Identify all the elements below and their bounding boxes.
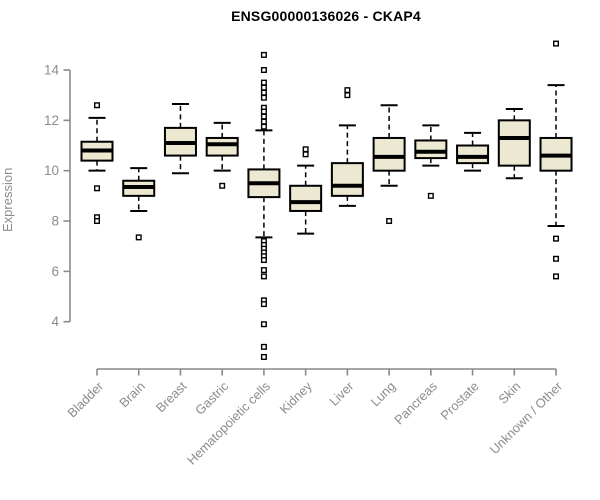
outlier-hematopoietic-cells <box>260 94 267 101</box>
outlier-brain <box>135 234 142 241</box>
box-prostate <box>456 144 490 165</box>
x-tick-label-breast: Breast <box>153 378 190 415</box>
outlier-hematopoietic-cells <box>260 51 267 58</box>
box-skin <box>497 119 531 167</box>
outlier-hematopoietic-cells <box>260 84 267 91</box>
x-tick-label-gastric: Gastric <box>192 378 232 418</box>
y-tick-label: 14 <box>44 63 60 78</box>
x-tick-label-lung: Lung <box>367 379 398 410</box>
outlier-hematopoietic-cells <box>260 267 267 274</box>
x-tick-label-liver: Liver <box>326 378 357 409</box>
outlier-hematopoietic-cells <box>260 353 267 360</box>
x-tick-label-bladder: Bladder <box>64 378 106 420</box>
outlier-hematopoietic-cells <box>260 257 267 264</box>
box-gastric <box>205 136 239 157</box>
outlier-pancreas <box>427 192 434 199</box>
y-tick-label: 6 <box>51 264 59 279</box>
box-kidney <box>289 184 323 212</box>
outlier-lung <box>386 218 393 225</box>
outlier-bladder <box>93 218 100 225</box>
outlier-hematopoietic-cells <box>260 273 267 280</box>
outlier-hematopoietic-cells <box>260 108 267 115</box>
x-tick-label-skin: Skin <box>495 379 523 407</box>
outlier-kidney <box>302 146 309 153</box>
y-tick-label: 8 <box>51 214 59 229</box>
y-tick-label: 4 <box>51 314 59 329</box>
outlier-hematopoietic-cells <box>260 113 267 120</box>
box-liver <box>330 162 364 197</box>
chart-title: ENSG00000136026 - CKAP4 <box>231 8 421 24</box>
outlier-hematopoietic-cells <box>260 66 267 73</box>
x-tick-label-brain: Brain <box>116 379 148 411</box>
y-tick-label: 10 <box>44 163 59 178</box>
x-tick-label-unknown-other: Unknown / Other <box>487 378 566 457</box>
x-tick-label-pancreas: Pancreas <box>391 379 440 428</box>
outlier-kidney <box>302 151 309 158</box>
outlier-hematopoietic-cells <box>260 89 267 96</box>
outlier-hematopoietic-cells <box>260 123 267 130</box>
outlier-unknown-other <box>553 235 560 242</box>
outlier-hematopoietic-cells <box>260 118 267 125</box>
outlier-bladder <box>93 102 100 109</box>
outlier-unknown-other <box>553 40 560 47</box>
outlier-hematopoietic-cells <box>260 79 267 86</box>
y-tick-label: 12 <box>44 113 59 128</box>
outlier-hematopoietic-cells <box>260 321 267 328</box>
box-lung <box>372 136 406 172</box>
outlier-liver <box>344 87 351 94</box>
outlier-liver <box>344 92 351 99</box>
box-pancreas <box>414 139 448 160</box>
outlier-unknown-other <box>553 273 560 280</box>
outlier-gastric <box>219 182 226 189</box>
x-tick-label-kidney: Kidney <box>276 378 315 417</box>
outlier-hematopoietic-cells <box>260 301 267 308</box>
x-tick-label-prostate: Prostate <box>437 379 481 423</box>
outlier-hematopoietic-cells <box>260 343 267 350</box>
outlier-unknown-other <box>553 255 560 262</box>
outlier-bladder <box>93 185 100 192</box>
